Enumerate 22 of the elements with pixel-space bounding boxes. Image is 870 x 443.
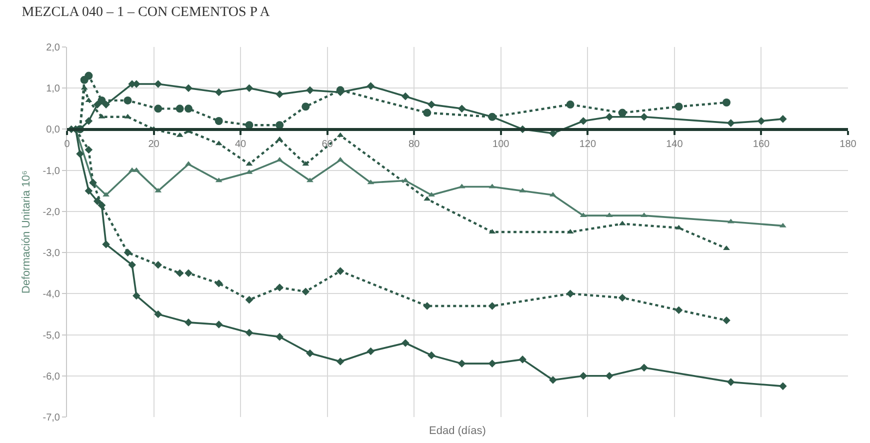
y-tick-label: -3,0 [42, 248, 60, 260]
y-tick-label: -1,0 [42, 166, 60, 177]
x-tick-label: 80 [408, 139, 420, 150]
y-tick-label: 0,0 [46, 124, 60, 136]
y-tick-label: -2,0 [42, 206, 60, 218]
x-tick-label: 180 [840, 139, 857, 150]
x-tick-label: 140 [666, 139, 684, 150]
y-tick-label: -5,0 [42, 330, 60, 342]
y-tick-label: 2,0 [46, 42, 60, 54]
y-axis-title: Deformación Unitaria 10⁶ [20, 170, 32, 294]
x-tick-label: 120 [579, 139, 596, 150]
x-tick-label: 20 [148, 139, 160, 150]
chart-title: MEZCLA 040 – 1 – CON CEMENTOS P A [22, 4, 271, 20]
x-axis-title: Edad (días) [429, 425, 486, 437]
x-tick-label: 160 [752, 139, 770, 150]
x-tick-label: 40 [234, 139, 247, 150]
y-tick-label: 1,0 [46, 84, 60, 95]
x-tick-label: 0 [64, 139, 70, 150]
y-tick-label: -6,0 [42, 371, 60, 382]
y-tick-label: -4,0 [42, 289, 60, 300]
x-tick-label: 100 [492, 139, 510, 150]
y-tick-label: -7,0 [42, 412, 60, 424]
